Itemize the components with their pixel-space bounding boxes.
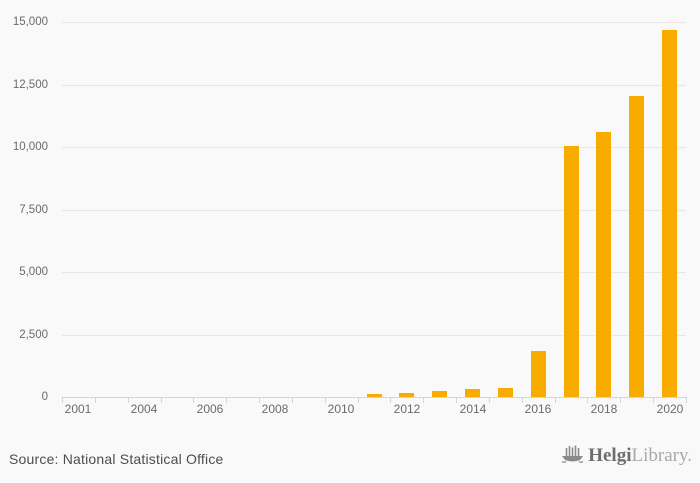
x-axis-tick (423, 398, 424, 403)
bar-2014[interactable] (465, 389, 480, 397)
x-axis-label-2004: 2004 (130, 402, 158, 416)
x-axis-tick (226, 398, 227, 403)
y-axis-label: 12,500 (12, 79, 48, 91)
y-gridline-12500 (62, 85, 686, 86)
y-gridline-10000 (62, 147, 686, 148)
bar-2015[interactable] (498, 387, 513, 397)
x-axis-label-2014: 2014 (459, 402, 487, 416)
x-axis-tick (62, 398, 63, 403)
x-axis-tick (193, 398, 194, 403)
bar-2011[interactable] (367, 394, 382, 397)
y-gridline-2500 (62, 335, 686, 336)
y-axis-label: 15,000 (12, 16, 48, 28)
x-axis-tick (456, 398, 457, 403)
x-axis-tick (358, 398, 359, 403)
x-axis-tick (587, 398, 588, 403)
helgi-library-logo-link[interactable]: HelgiLibrary. (561, 444, 692, 468)
x-axis-tick (620, 398, 621, 403)
bar-2012[interactable] (399, 392, 414, 398)
bar-2016[interactable] (531, 351, 546, 398)
bar-2013[interactable] (432, 391, 447, 397)
x-axis-tick (653, 398, 654, 403)
x-axis-label-2006: 2006 (196, 402, 224, 416)
y-axis-label: 2,500 (19, 329, 48, 341)
x-axis-tick (555, 398, 556, 403)
logo-wordmark: HelgiLibrary. (588, 445, 692, 467)
y-axis-label: 5,000 (19, 266, 48, 278)
x-axis-label-2001: 2001 (64, 402, 92, 416)
x-axis-label-2016: 2016 (524, 402, 552, 416)
x-axis-tick (259, 398, 260, 403)
x-axis-tick (128, 398, 129, 403)
x-axis-label-2012: 2012 (393, 402, 421, 416)
x-axis-label-2020: 2020 (656, 402, 684, 416)
x-axis-tick (686, 398, 687, 403)
x-axis-tick (522, 398, 523, 403)
bar-2020[interactable] (662, 29, 677, 397)
y-gridline-5000 (62, 272, 686, 273)
helgi-ship-icon (561, 444, 584, 468)
source-text: Source: National Statistical Office (9, 451, 224, 467)
x-axis-tick (161, 398, 162, 403)
bar-2018[interactable] (596, 132, 611, 397)
y-axis-label: 10,000 (12, 141, 48, 153)
y-gridline-7500 (62, 210, 686, 211)
bar-2017[interactable] (564, 145, 579, 397)
x-axis-line (62, 397, 687, 398)
x-axis-tick (489, 398, 490, 403)
bar-2019[interactable] (629, 95, 644, 398)
logo-text-helgi: Helgi (588, 445, 632, 466)
logo-text-library: Library. (631, 445, 693, 466)
x-axis-tick (292, 398, 293, 403)
x-axis-label-2018: 2018 (590, 402, 618, 416)
x-axis-label-2008: 2008 (261, 402, 289, 416)
x-axis-tick (325, 398, 326, 403)
x-axis-label-2010: 2010 (327, 402, 355, 416)
y-axis-label: 7,500 (19, 204, 48, 216)
y-axis-label: 0 (41, 391, 48, 403)
x-axis-tick (95, 398, 96, 403)
x-axis-tick (390, 398, 391, 403)
y-gridline-15000 (62, 22, 686, 23)
